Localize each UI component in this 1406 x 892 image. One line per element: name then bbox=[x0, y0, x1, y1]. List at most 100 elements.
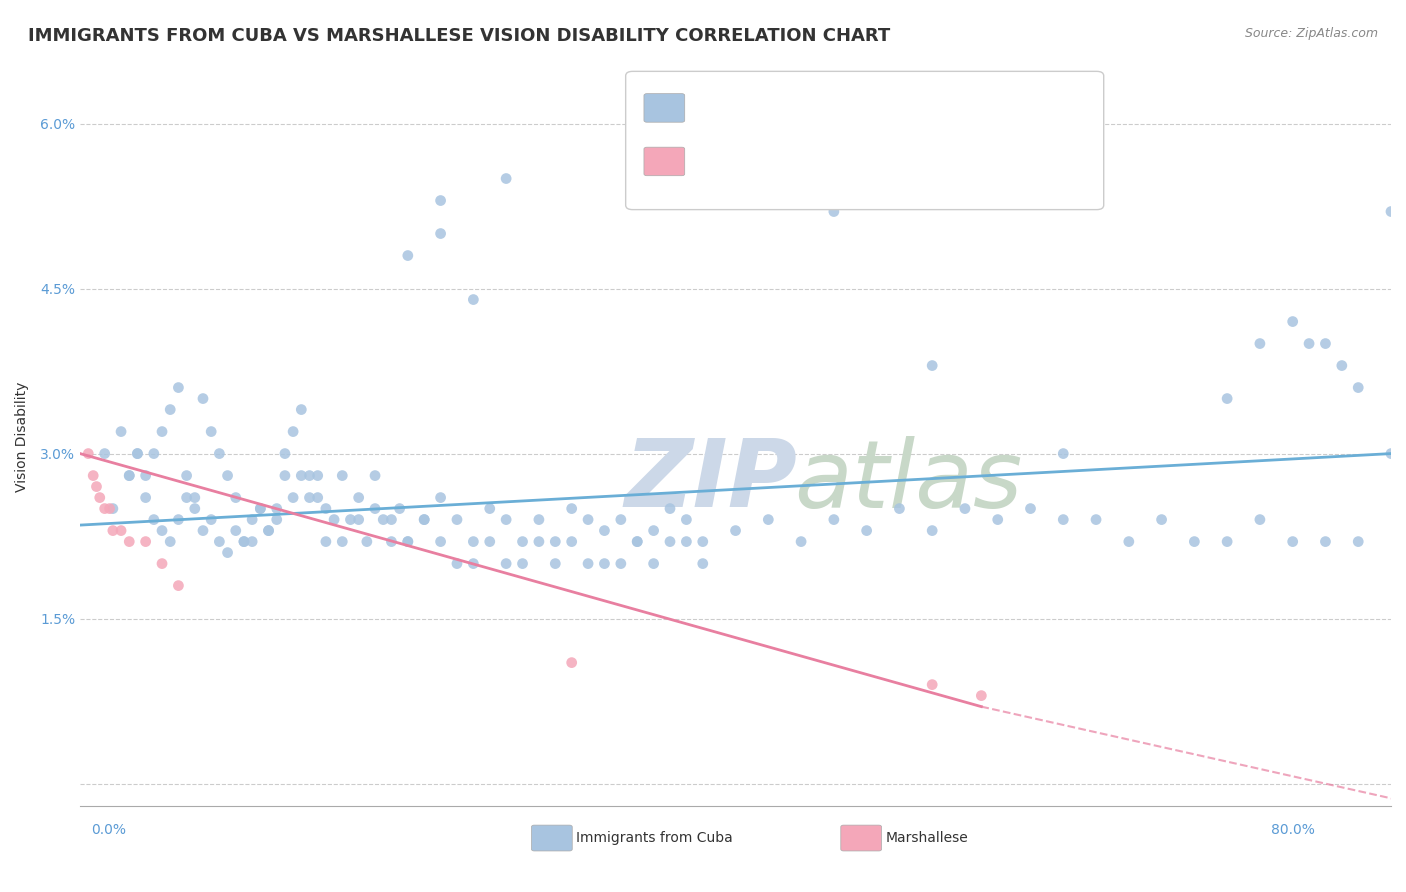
Point bbox=[110, 425, 132, 439]
Point bbox=[643, 524, 665, 538]
Point bbox=[266, 513, 288, 527]
Point bbox=[1249, 336, 1271, 351]
Point bbox=[463, 534, 485, 549]
Point bbox=[593, 524, 616, 538]
Point bbox=[1150, 513, 1173, 527]
Point bbox=[150, 524, 173, 538]
Point bbox=[315, 534, 337, 549]
Point bbox=[527, 513, 550, 527]
Point bbox=[921, 678, 943, 692]
Point bbox=[626, 534, 648, 549]
Point bbox=[1052, 513, 1074, 527]
Point bbox=[176, 468, 198, 483]
Point bbox=[1315, 336, 1337, 351]
Point bbox=[315, 501, 337, 516]
Text: Source: ZipAtlas.com: Source: ZipAtlas.com bbox=[1244, 27, 1378, 40]
Point bbox=[823, 149, 845, 163]
Point bbox=[135, 534, 157, 549]
Point bbox=[380, 513, 402, 527]
Text: 0.0%: 0.0% bbox=[91, 823, 127, 837]
Point bbox=[495, 557, 517, 571]
Point bbox=[298, 491, 321, 505]
Point bbox=[388, 501, 411, 516]
Point bbox=[413, 513, 436, 527]
Point bbox=[330, 468, 353, 483]
Point bbox=[429, 534, 451, 549]
Point bbox=[675, 513, 697, 527]
Point bbox=[429, 194, 451, 208]
Point bbox=[692, 534, 714, 549]
Point bbox=[724, 524, 747, 538]
Point bbox=[135, 491, 157, 505]
Point bbox=[1216, 534, 1239, 549]
Point bbox=[1347, 380, 1369, 394]
Point bbox=[233, 534, 256, 549]
Point bbox=[1379, 447, 1402, 461]
Point bbox=[167, 380, 190, 394]
Point bbox=[692, 557, 714, 571]
Point bbox=[1298, 336, 1320, 351]
Point bbox=[478, 501, 501, 516]
Point bbox=[281, 491, 304, 505]
Point bbox=[593, 557, 616, 571]
Text: R =: R = bbox=[693, 155, 721, 169]
Text: ZIP: ZIP bbox=[624, 435, 797, 527]
Point bbox=[86, 480, 108, 494]
Point bbox=[217, 468, 239, 483]
Point bbox=[233, 534, 256, 549]
Point bbox=[249, 501, 271, 516]
Point bbox=[159, 534, 181, 549]
Point bbox=[463, 293, 485, 307]
Point bbox=[478, 534, 501, 549]
Point bbox=[1379, 204, 1402, 219]
Point bbox=[118, 468, 141, 483]
Point bbox=[339, 513, 361, 527]
Point bbox=[330, 534, 353, 549]
Point bbox=[167, 513, 190, 527]
Point bbox=[184, 491, 207, 505]
Point bbox=[756, 513, 779, 527]
Text: atlas: atlas bbox=[794, 436, 1022, 527]
Y-axis label: Vision Disability: Vision Disability bbox=[15, 382, 30, 492]
Point bbox=[855, 524, 877, 538]
Text: IMMIGRANTS FROM CUBA VS MARSHALLESE VISION DISABILITY CORRELATION CHART: IMMIGRANTS FROM CUBA VS MARSHALLESE VISI… bbox=[28, 27, 890, 45]
Point bbox=[1085, 513, 1108, 527]
Point bbox=[373, 513, 395, 527]
Point bbox=[191, 392, 214, 406]
Point bbox=[823, 204, 845, 219]
Point bbox=[191, 524, 214, 538]
Point bbox=[527, 534, 550, 549]
Point bbox=[495, 513, 517, 527]
Point bbox=[323, 513, 346, 527]
Point bbox=[93, 447, 115, 461]
Point bbox=[307, 468, 329, 483]
Point bbox=[544, 534, 567, 549]
Point bbox=[240, 513, 263, 527]
Point bbox=[364, 468, 387, 483]
Point bbox=[512, 534, 534, 549]
Point bbox=[225, 524, 247, 538]
Point bbox=[249, 501, 271, 516]
Point bbox=[364, 501, 387, 516]
Text: N =  15: N = 15 bbox=[865, 155, 927, 169]
Point bbox=[970, 689, 993, 703]
Point bbox=[953, 501, 976, 516]
Text: N = 123: N = 123 bbox=[865, 102, 932, 116]
Point bbox=[274, 468, 297, 483]
Point bbox=[1118, 534, 1140, 549]
Point bbox=[281, 425, 304, 439]
Text: R =: R = bbox=[693, 102, 721, 116]
Point bbox=[101, 524, 124, 538]
Point bbox=[127, 447, 149, 461]
Point bbox=[110, 524, 132, 538]
Point bbox=[675, 534, 697, 549]
Point bbox=[347, 491, 370, 505]
Point bbox=[790, 534, 813, 549]
Point bbox=[921, 524, 943, 538]
Point bbox=[208, 534, 231, 549]
Point bbox=[150, 425, 173, 439]
Point bbox=[257, 524, 280, 538]
Point bbox=[77, 447, 100, 461]
Point bbox=[413, 513, 436, 527]
Point bbox=[446, 513, 468, 527]
